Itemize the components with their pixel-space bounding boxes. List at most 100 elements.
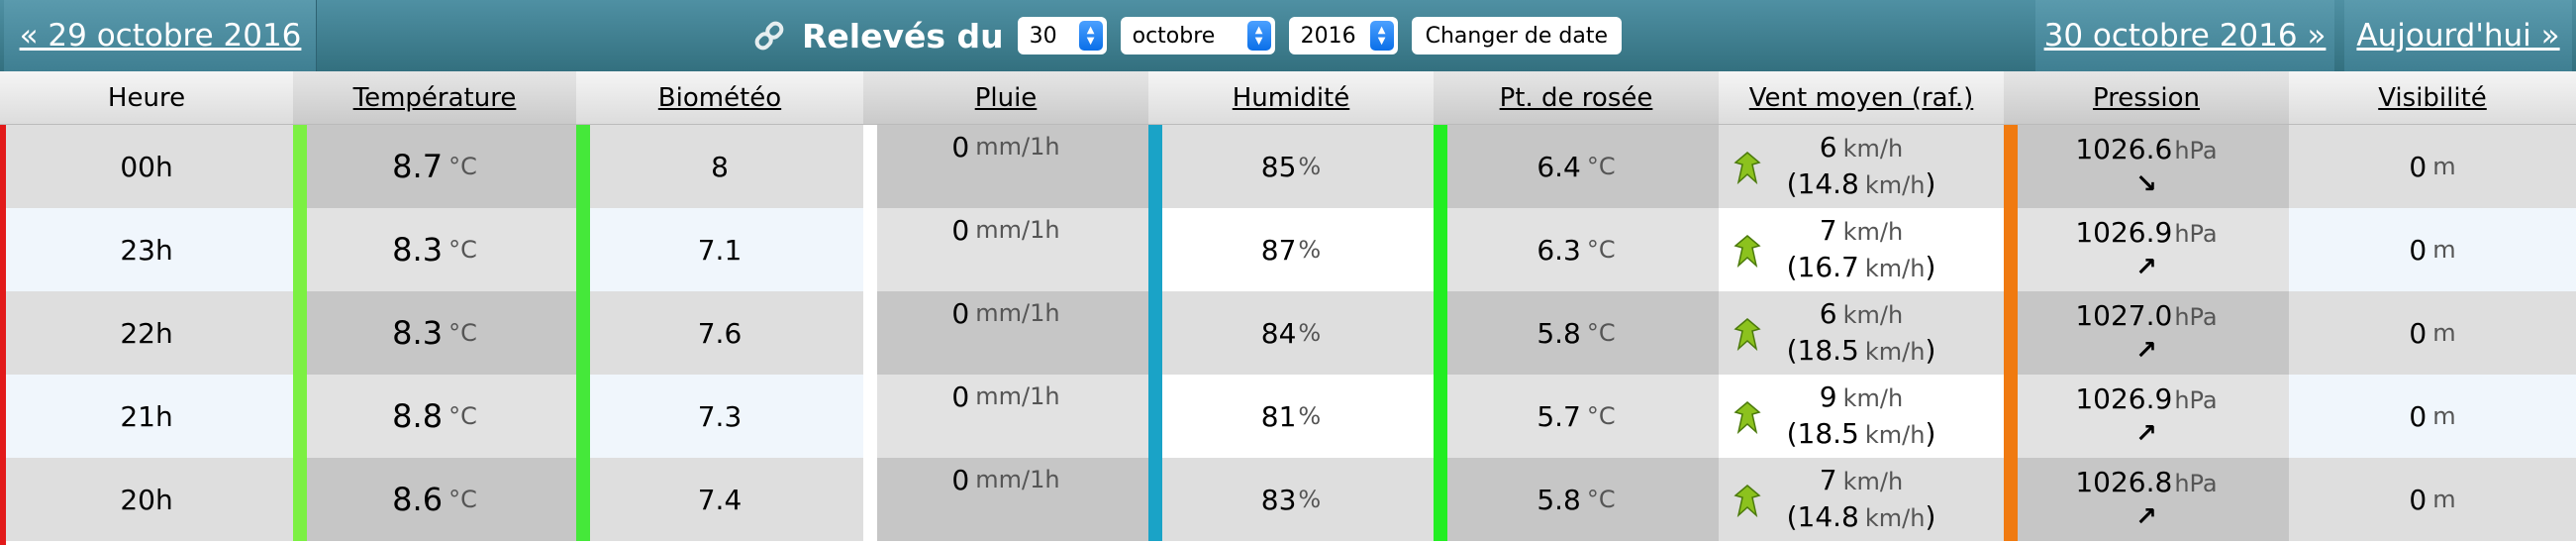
wind-avg-line: 6 km/h [1820, 296, 1903, 333]
color-bar [1148, 208, 1162, 291]
cell-pressure: 1026.9hPa ↗ [2004, 375, 2289, 458]
link-icon [754, 21, 784, 51]
cell-dew-point: 5.8 °C [1434, 458, 1719, 541]
pressure-unit: hPa [2174, 136, 2218, 164]
page-title: Relevés du [802, 16, 1004, 55]
day-select-value: 30 [1029, 23, 1057, 49]
change-date-button[interactable]: Changer de date [1411, 17, 1622, 54]
color-bar [293, 458, 307, 541]
cell-hour: 23h [0, 208, 293, 291]
col-label[interactable]: Humidité [1232, 82, 1350, 113]
rain-value: 0 [951, 381, 970, 413]
temperature-value: 8.7 [392, 148, 444, 185]
col-header-dew-point[interactable]: Pt. de rosée [1434, 71, 1719, 124]
dew-point-unit: °C [1586, 402, 1616, 430]
color-bar [2004, 375, 2018, 458]
col-header-humidity[interactable]: Humidité [1148, 71, 1434, 124]
humidity-unit: % [1298, 486, 1322, 513]
col-header-visibility[interactable]: Visibilité [2289, 71, 2576, 124]
col-label[interactable]: Visibilité [2378, 82, 2487, 113]
dew-point-unit: °C [1586, 153, 1616, 180]
wind-avg-line: 9 km/h [1820, 380, 1903, 416]
hour-value: 23h [120, 233, 173, 267]
wind-gust-value: 18.5 [1797, 334, 1859, 367]
cell-pressure: 1026.8hPa ↗ [2004, 458, 2289, 541]
color-bar [1434, 458, 1447, 541]
color-bar [293, 125, 307, 208]
col-header-rain[interactable]: Pluie [863, 71, 1148, 124]
visibility-unit: m [2432, 319, 2456, 347]
pressure-value: 1026.6 [2075, 132, 2173, 165]
cell-wind: 7 km/h (16.7 km/h) [1719, 208, 2004, 291]
pressure-line: 1027.0hPa [2075, 299, 2217, 334]
col-label[interactable]: Vent moyen (raf.) [1748, 82, 1974, 113]
cell-dew-point: 6.4 °C [1434, 125, 1719, 208]
col-label[interactable]: Pression [2092, 82, 2201, 113]
wind-unit: km/h [1842, 218, 1904, 246]
temperature-unit: °C [448, 153, 477, 180]
temperature-unit: °C [448, 236, 477, 264]
next-day-link[interactable]: 30 octobre 2016 » [2043, 18, 2327, 54]
pressure-block: 1026.8hPa ↗ [2075, 466, 2217, 534]
color-bar [2004, 208, 2018, 291]
biometeo-value: 7.1 [697, 233, 743, 267]
cell-humidity: 85% [1148, 125, 1434, 208]
color-bar [1434, 291, 1447, 375]
rain-unit: mm/1h [975, 382, 1060, 410]
visibility-unit: m [2432, 486, 2456, 513]
pressure-value: 1026.9 [2075, 382, 2173, 415]
hour-value: 21h [120, 399, 173, 433]
col-label: Heure [107, 82, 186, 113]
wind-gust-unit: km/h [1864, 255, 1926, 282]
col-header-temperature[interactable]: Température [293, 71, 576, 124]
pressure-block: 1027.0hPa ↗ [2075, 299, 2217, 368]
wind-arrow-icon [1734, 152, 1761, 184]
col-header-pressure[interactable]: Pression [2004, 71, 2289, 124]
pressure-unit: hPa [2174, 385, 2218, 414]
prev-day-link[interactable]: « 29 octobre 2016 [19, 18, 302, 54]
color-bar [1434, 125, 1447, 208]
col-label[interactable]: Biométéo [657, 82, 782, 113]
data-table-body: 00h 8.7 °C 8 0 mm/1h 85% 6.4 °C 6 km/h (14.8 km/h) 10… [0, 125, 2576, 541]
pressure-value: 1026.8 [2075, 465, 2173, 498]
year-select[interactable]: 2016 ▲ ▼ [1288, 17, 1398, 54]
cell-temperature: 8.3 °C [293, 208, 576, 291]
pressure-unit: hPa [2174, 219, 2218, 248]
rain-unit: mm/1h [975, 299, 1060, 327]
today-link[interactable]: Aujourd'hui » [2356, 18, 2560, 54]
color-bar [863, 125, 877, 208]
wind-unit: km/h [1842, 384, 1904, 412]
col-label[interactable]: Température [352, 82, 517, 113]
next-day-area: 30 octobre 2016 » [2035, 0, 2334, 71]
day-select[interactable]: 30 ▲ ▼ [1017, 17, 1107, 54]
cell-humidity: 87% [1148, 208, 1434, 291]
wind-arrow-icon [1734, 235, 1761, 268]
cell-temperature: 8.6 °C [293, 458, 576, 541]
biometeo-value: 8 [711, 150, 729, 183]
wind-gust-value: 14.8 [1797, 167, 1859, 200]
col-label[interactable]: Pt. de rosée [1499, 82, 1653, 113]
month-select[interactable]: octobre ▲ ▼ [1120, 17, 1275, 54]
visibility-value: 0 [2409, 316, 2427, 350]
select-arrows-icon: ▲ ▼ [1078, 21, 1103, 51]
col-label[interactable]: Pluie [974, 82, 1038, 113]
col-header-biometeo[interactable]: Biométéo [576, 71, 863, 124]
humidity-value: 84 [1260, 316, 1297, 350]
cell-pressure: 1026.9hPa ↗ [2004, 208, 2289, 291]
col-header-hour: Heure [0, 71, 293, 124]
humidity-value: 85 [1260, 150, 1297, 183]
wind-arrow-icon [1734, 401, 1761, 434]
date-selector: Relevés du 30 ▲ ▼ octobre ▲ ▼ 2016 ▲ ▼ Chan… [752, 0, 1622, 71]
color-bar [293, 375, 307, 458]
current-row-indicator [0, 125, 6, 545]
dew-point-value: 5.8 [1536, 316, 1581, 350]
color-bar [863, 291, 877, 375]
wind-gust-line: (18.5 km/h) [1786, 417, 1936, 450]
temperature-unit: °C [448, 402, 477, 430]
cell-biometeo: 7.1 [576, 208, 863, 291]
cell-temperature: 8.7 °C [293, 125, 576, 208]
select-arrows-icon: ▲ ▼ [1369, 21, 1394, 51]
col-header-wind[interactable]: Vent moyen (raf.) [1719, 71, 2004, 124]
